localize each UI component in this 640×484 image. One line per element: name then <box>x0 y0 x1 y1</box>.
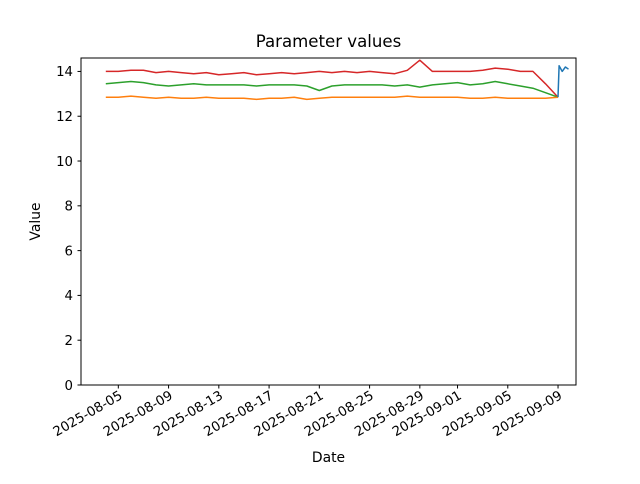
series-orange-line <box>105 95 559 101</box>
plot-border <box>80 57 577 386</box>
series-green-line <box>105 80 559 98</box>
series-lines <box>105 59 569 101</box>
y-tick-label: 0 <box>65 379 73 394</box>
series-red-line <box>105 59 559 98</box>
chart-title: Parameter values <box>256 32 402 51</box>
y-tick-label: 2 <box>65 334 73 349</box>
y-axis-label: Value <box>28 202 44 240</box>
y-tick-label: 12 <box>56 110 73 125</box>
y-axis-ticks: 0 2 4 6 8 10 12 14 <box>56 65 81 394</box>
y-tick-label: 14 <box>56 65 73 80</box>
y-tick-label: 6 <box>65 244 73 259</box>
series-blue-line <box>557 65 569 98</box>
y-tick-label: 8 <box>65 200 73 215</box>
y-tick-label: 10 <box>56 155 73 170</box>
x-axis-ticks: 2025-08-052025-08-092025-08-132025-08-17… <box>51 385 565 440</box>
x-axis-label: Date <box>312 450 345 466</box>
y-tick-label: 4 <box>65 289 73 304</box>
